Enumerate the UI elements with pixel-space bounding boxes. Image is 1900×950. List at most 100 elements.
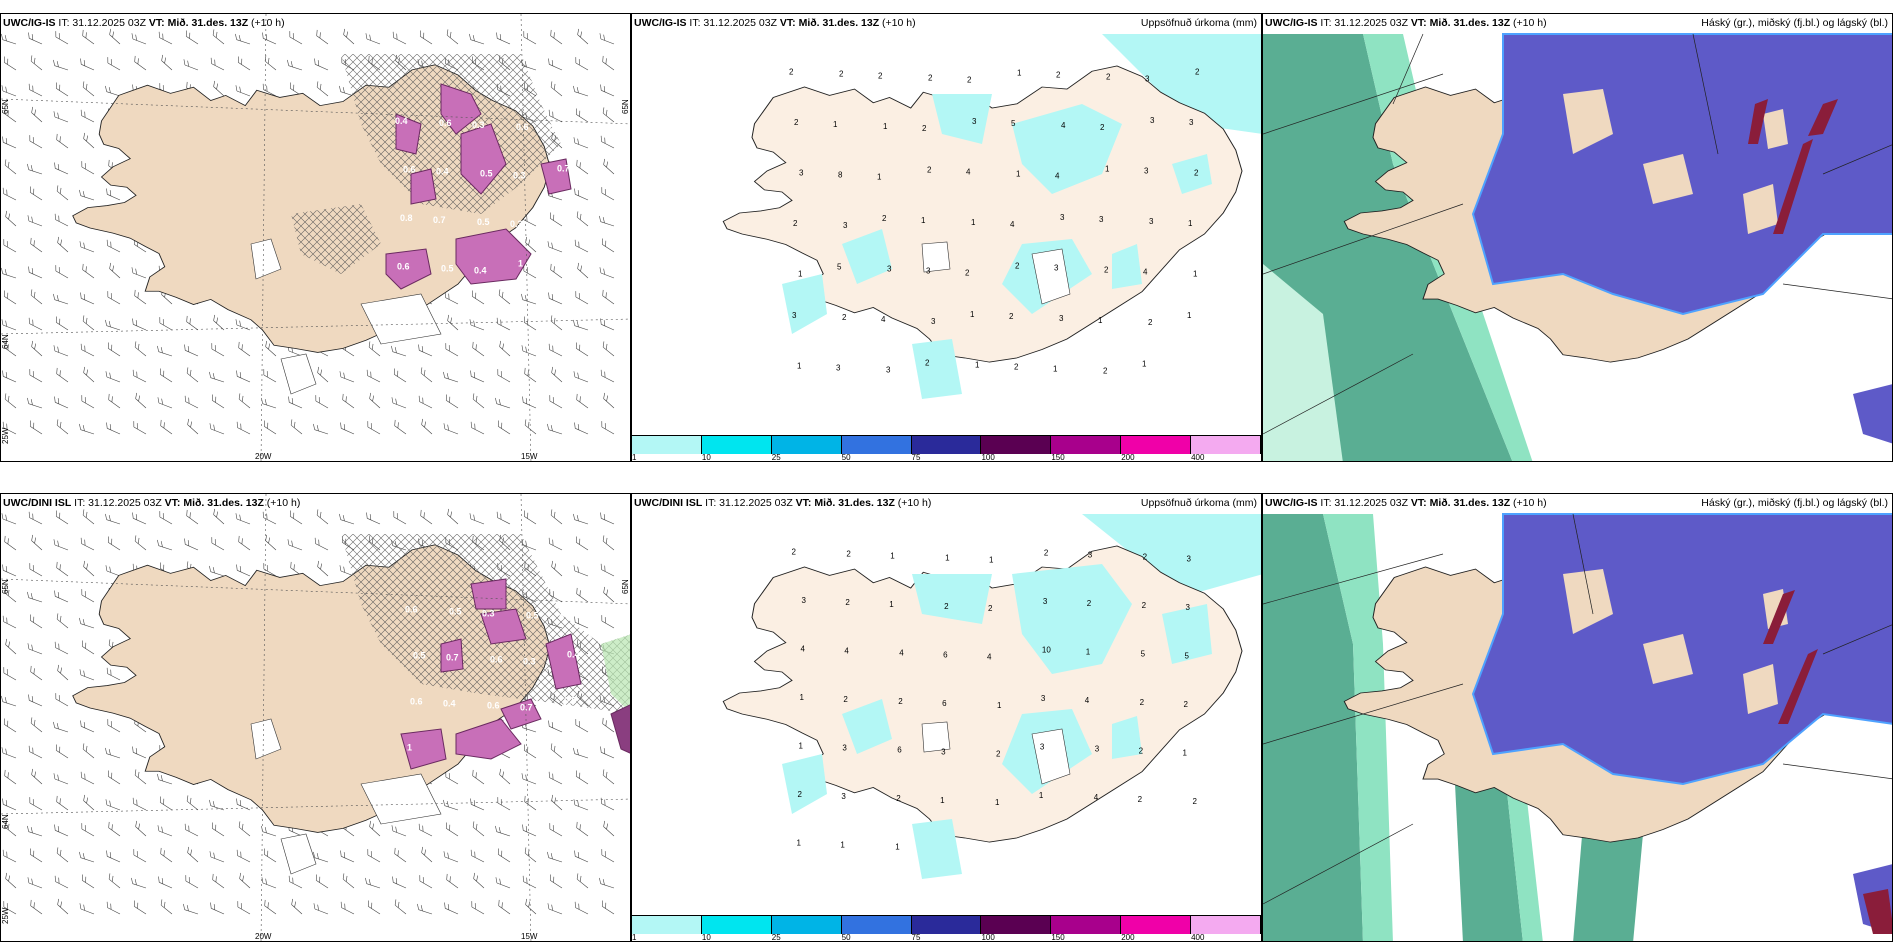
wind-barb	[265, 340, 277, 357]
wind-barb	[445, 771, 459, 785]
wind-barb	[134, 55, 147, 71]
colorbar-tick: 25	[771, 933, 781, 942]
precip-value: 1	[1105, 164, 1110, 173]
wind-barb	[549, 212, 563, 227]
wind-barb	[79, 903, 95, 915]
wind-barb	[4, 587, 17, 603]
precip-value: 2	[944, 602, 949, 611]
wind-barb	[83, 794, 95, 811]
wind-barb	[496, 317, 511, 331]
precip-value: 2	[789, 67, 794, 76]
wind-barb	[27, 591, 43, 603]
wind-barb	[551, 794, 563, 811]
wind-barb	[30, 237, 43, 253]
wind-barb	[317, 366, 329, 383]
wind-barb	[471, 901, 485, 915]
wind-barb	[29, 614, 43, 629]
wind-barb	[2, 849, 17, 863]
precip-value: 2	[843, 695, 848, 704]
precip-value: 2	[1015, 262, 1020, 271]
wind-barb	[108, 873, 121, 889]
colorbar-cell	[1191, 916, 1261, 934]
wind-barb	[574, 850, 589, 863]
wind-barb	[29, 563, 43, 577]
wind-barb	[106, 667, 121, 681]
wind-barb	[81, 823, 95, 837]
precip-value: 2	[927, 165, 932, 174]
wind-barb	[602, 769, 615, 785]
wind-barb	[547, 851, 563, 863]
colorbar-tick: 25	[771, 453, 781, 462]
wind-barb	[159, 796, 173, 811]
wind-barb	[105, 371, 121, 383]
wind-barb	[27, 215, 43, 227]
precip-values: 2 2 1 1 1 2 3 2 3 3 2 1 2 2 3 2 2 3 4 4 4 6 4 10 1 5 5 1 2 2 6 1 3 4 2 2 1 3 6…	[791, 547, 1197, 851]
ice-value: 0.3	[482, 609, 495, 619]
precip-panel-top: UWC/IG-IS IT: 31.12.2025 03Z VT: Mið. 31…	[631, 13, 1262, 462]
wind-barb	[317, 560, 329, 577]
precip-value: 1	[945, 553, 950, 562]
ice-value: 0.4	[567, 650, 580, 660]
wind-barb	[600, 84, 615, 97]
colorbar-cell	[771, 916, 842, 934]
wind-barb	[601, 238, 615, 253]
wind-barb	[602, 717, 615, 733]
precip-value: 3	[1189, 118, 1194, 127]
wind-barb	[107, 536, 121, 551]
precip-panel-bottom: UWC/DINI ISL IT: 31.12.2025 03Z VT: Mið.…	[631, 493, 1262, 942]
wind-map: 0.6 0.5 0.3 0.5 0.8 0.5 0.7 0.6 0.3 0.4 0.6 0.4 0.6 0…	[1, 494, 630, 941]
colorbar-cell	[1051, 436, 1122, 454]
wind-barb	[55, 316, 69, 331]
precip-value: 2	[839, 69, 844, 78]
precip-value: 2	[846, 549, 851, 558]
wind-barb	[445, 343, 459, 357]
colorbar-cell	[1121, 916, 1192, 934]
precip-value: 1	[995, 798, 1000, 807]
wind-barb	[601, 421, 615, 435]
precip-value: 2	[878, 71, 883, 80]
colorbar-cells	[632, 435, 1261, 454]
wind-barb	[549, 874, 563, 889]
wind-barb	[237, 901, 251, 915]
wind-barb	[108, 821, 121, 837]
panel-subtitle: Uppsöfnuð úrkoma (mm)	[1140, 17, 1257, 29]
wind-barb	[27, 825, 43, 837]
wind-barb	[549, 395, 563, 409]
precip-value: 3	[972, 117, 977, 126]
ice-value: 0.6	[487, 701, 500, 711]
wind-barb	[28, 694, 43, 707]
wind-barb	[107, 719, 121, 733]
wind-barb	[56, 613, 69, 629]
wind-barb	[209, 423, 225, 435]
precip-value: 2	[791, 547, 796, 556]
wind-barb	[473, 872, 485, 889]
wind-barb	[3, 901, 17, 915]
wind-barb	[421, 846, 433, 863]
wind-barb	[54, 824, 69, 837]
wind-barb	[524, 847, 537, 863]
precip-value: 3	[1060, 213, 1065, 222]
precip-value: 2	[1184, 700, 1189, 709]
wind-barb	[263, 848, 277, 863]
wind-barb	[184, 395, 199, 409]
wind-barb	[573, 513, 589, 525]
precip-value: 2	[988, 604, 993, 613]
wind-barb	[443, 371, 459, 383]
wind-barb	[54, 162, 69, 175]
wind-map: 0.4 0.6 0.3 0.6 0.7 0.6 0.4 0.5 0.3 0.7 0.8 0.7 0.5 0…	[1, 14, 630, 461]
wind-barb	[602, 289, 615, 305]
wind-panel-top: UWC/IG-IS IT: 31.12.2025 03Z VT: Mið. 31…	[0, 13, 631, 462]
wind-barb	[3, 290, 17, 305]
precip-value: 3	[841, 792, 846, 801]
wind-barb	[602, 55, 615, 71]
wind-barb	[419, 875, 433, 889]
colorbar-tick: 1	[632, 933, 637, 942]
wind-barb	[4, 393, 17, 409]
wind-barb	[210, 902, 225, 915]
wind-barb	[343, 28, 355, 45]
colorbar-cell	[841, 436, 912, 454]
wind-barb	[574, 616, 589, 629]
precip-value: 1	[1183, 749, 1188, 758]
precip-value: 3	[1099, 215, 1104, 224]
wind-barb	[29, 135, 43, 149]
